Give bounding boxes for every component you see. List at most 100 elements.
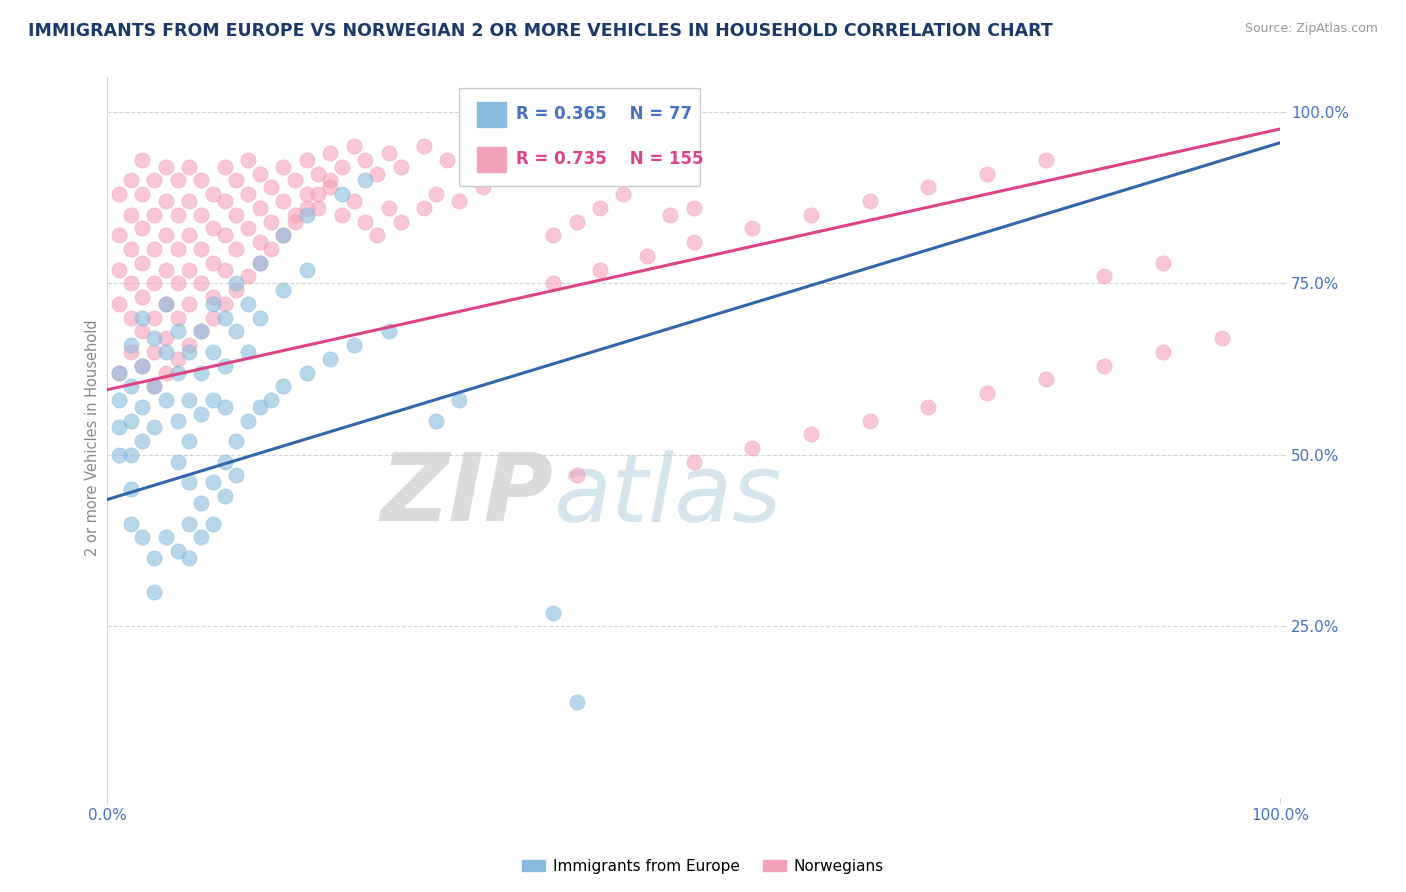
Point bbox=[859, 194, 882, 208]
Point bbox=[143, 310, 166, 325]
Point bbox=[284, 208, 307, 222]
Point bbox=[108, 366, 131, 380]
Point bbox=[295, 208, 318, 222]
Point bbox=[236, 187, 259, 202]
Point bbox=[225, 283, 247, 297]
Point bbox=[201, 475, 224, 490]
Point bbox=[155, 228, 177, 243]
Point bbox=[225, 242, 247, 256]
Point bbox=[225, 208, 247, 222]
Point bbox=[179, 160, 201, 174]
Text: atlas: atlas bbox=[553, 450, 782, 541]
Point bbox=[260, 242, 283, 256]
Point bbox=[342, 139, 364, 153]
Point bbox=[236, 269, 259, 284]
Point bbox=[143, 173, 166, 187]
Point bbox=[495, 167, 517, 181]
Point bbox=[108, 228, 131, 243]
Point bbox=[155, 530, 177, 544]
Point bbox=[214, 359, 236, 373]
Point bbox=[1035, 372, 1057, 386]
Text: Source: ZipAtlas.com: Source: ZipAtlas.com bbox=[1244, 22, 1378, 36]
Point bbox=[131, 434, 153, 449]
Point bbox=[589, 201, 612, 215]
Point bbox=[800, 427, 823, 442]
Point bbox=[260, 392, 283, 407]
Point bbox=[295, 187, 318, 202]
Point bbox=[143, 420, 166, 434]
Point bbox=[131, 187, 153, 202]
Point bbox=[225, 434, 247, 449]
Point bbox=[166, 455, 188, 469]
Point bbox=[225, 468, 247, 483]
Point bbox=[917, 400, 939, 414]
Point bbox=[179, 434, 201, 449]
Point bbox=[155, 366, 177, 380]
Point bbox=[179, 516, 201, 531]
Point bbox=[201, 221, 224, 235]
Point bbox=[201, 297, 224, 311]
Point bbox=[330, 208, 353, 222]
Point bbox=[271, 379, 294, 393]
Point bbox=[249, 400, 271, 414]
Point bbox=[307, 201, 329, 215]
Point bbox=[1152, 345, 1174, 359]
Point bbox=[166, 310, 188, 325]
Point bbox=[319, 180, 342, 194]
Point bbox=[120, 482, 142, 496]
Point bbox=[460, 132, 482, 146]
Point bbox=[166, 208, 188, 222]
Point bbox=[190, 277, 212, 291]
Point bbox=[541, 606, 564, 620]
Point bbox=[1211, 331, 1233, 345]
Point bbox=[225, 173, 247, 187]
Point bbox=[120, 242, 142, 256]
Point bbox=[319, 173, 342, 187]
Point bbox=[201, 516, 224, 531]
Point bbox=[284, 214, 307, 228]
Point bbox=[179, 228, 201, 243]
Point bbox=[120, 208, 142, 222]
Point bbox=[236, 297, 259, 311]
FancyBboxPatch shape bbox=[460, 88, 700, 186]
Point bbox=[120, 173, 142, 187]
Point bbox=[120, 310, 142, 325]
Point bbox=[636, 249, 658, 263]
Point bbox=[741, 441, 763, 455]
Point bbox=[214, 400, 236, 414]
Point bbox=[166, 324, 188, 338]
Point bbox=[260, 180, 283, 194]
Point bbox=[378, 324, 401, 338]
Point bbox=[741, 221, 763, 235]
Point bbox=[166, 242, 188, 256]
Point bbox=[155, 262, 177, 277]
Text: R = 0.365    N = 77: R = 0.365 N = 77 bbox=[516, 105, 692, 123]
Point bbox=[449, 392, 471, 407]
Point bbox=[271, 194, 294, 208]
Point bbox=[179, 338, 201, 352]
Point bbox=[271, 283, 294, 297]
Point bbox=[214, 455, 236, 469]
Point bbox=[131, 400, 153, 414]
Point bbox=[143, 585, 166, 599]
Point bbox=[565, 695, 588, 709]
Point bbox=[413, 201, 436, 215]
Point bbox=[1152, 256, 1174, 270]
Point bbox=[425, 414, 447, 428]
Point bbox=[366, 228, 388, 243]
Point bbox=[330, 187, 353, 202]
Point bbox=[659, 208, 682, 222]
Point bbox=[120, 338, 142, 352]
Point bbox=[131, 359, 153, 373]
Point bbox=[190, 407, 212, 421]
Point bbox=[284, 173, 307, 187]
Point bbox=[190, 496, 212, 510]
Point bbox=[271, 228, 294, 243]
Point bbox=[378, 201, 401, 215]
Point bbox=[236, 414, 259, 428]
Point bbox=[449, 194, 471, 208]
Point bbox=[108, 366, 131, 380]
Point bbox=[131, 290, 153, 304]
Point bbox=[166, 366, 188, 380]
Point bbox=[917, 180, 939, 194]
